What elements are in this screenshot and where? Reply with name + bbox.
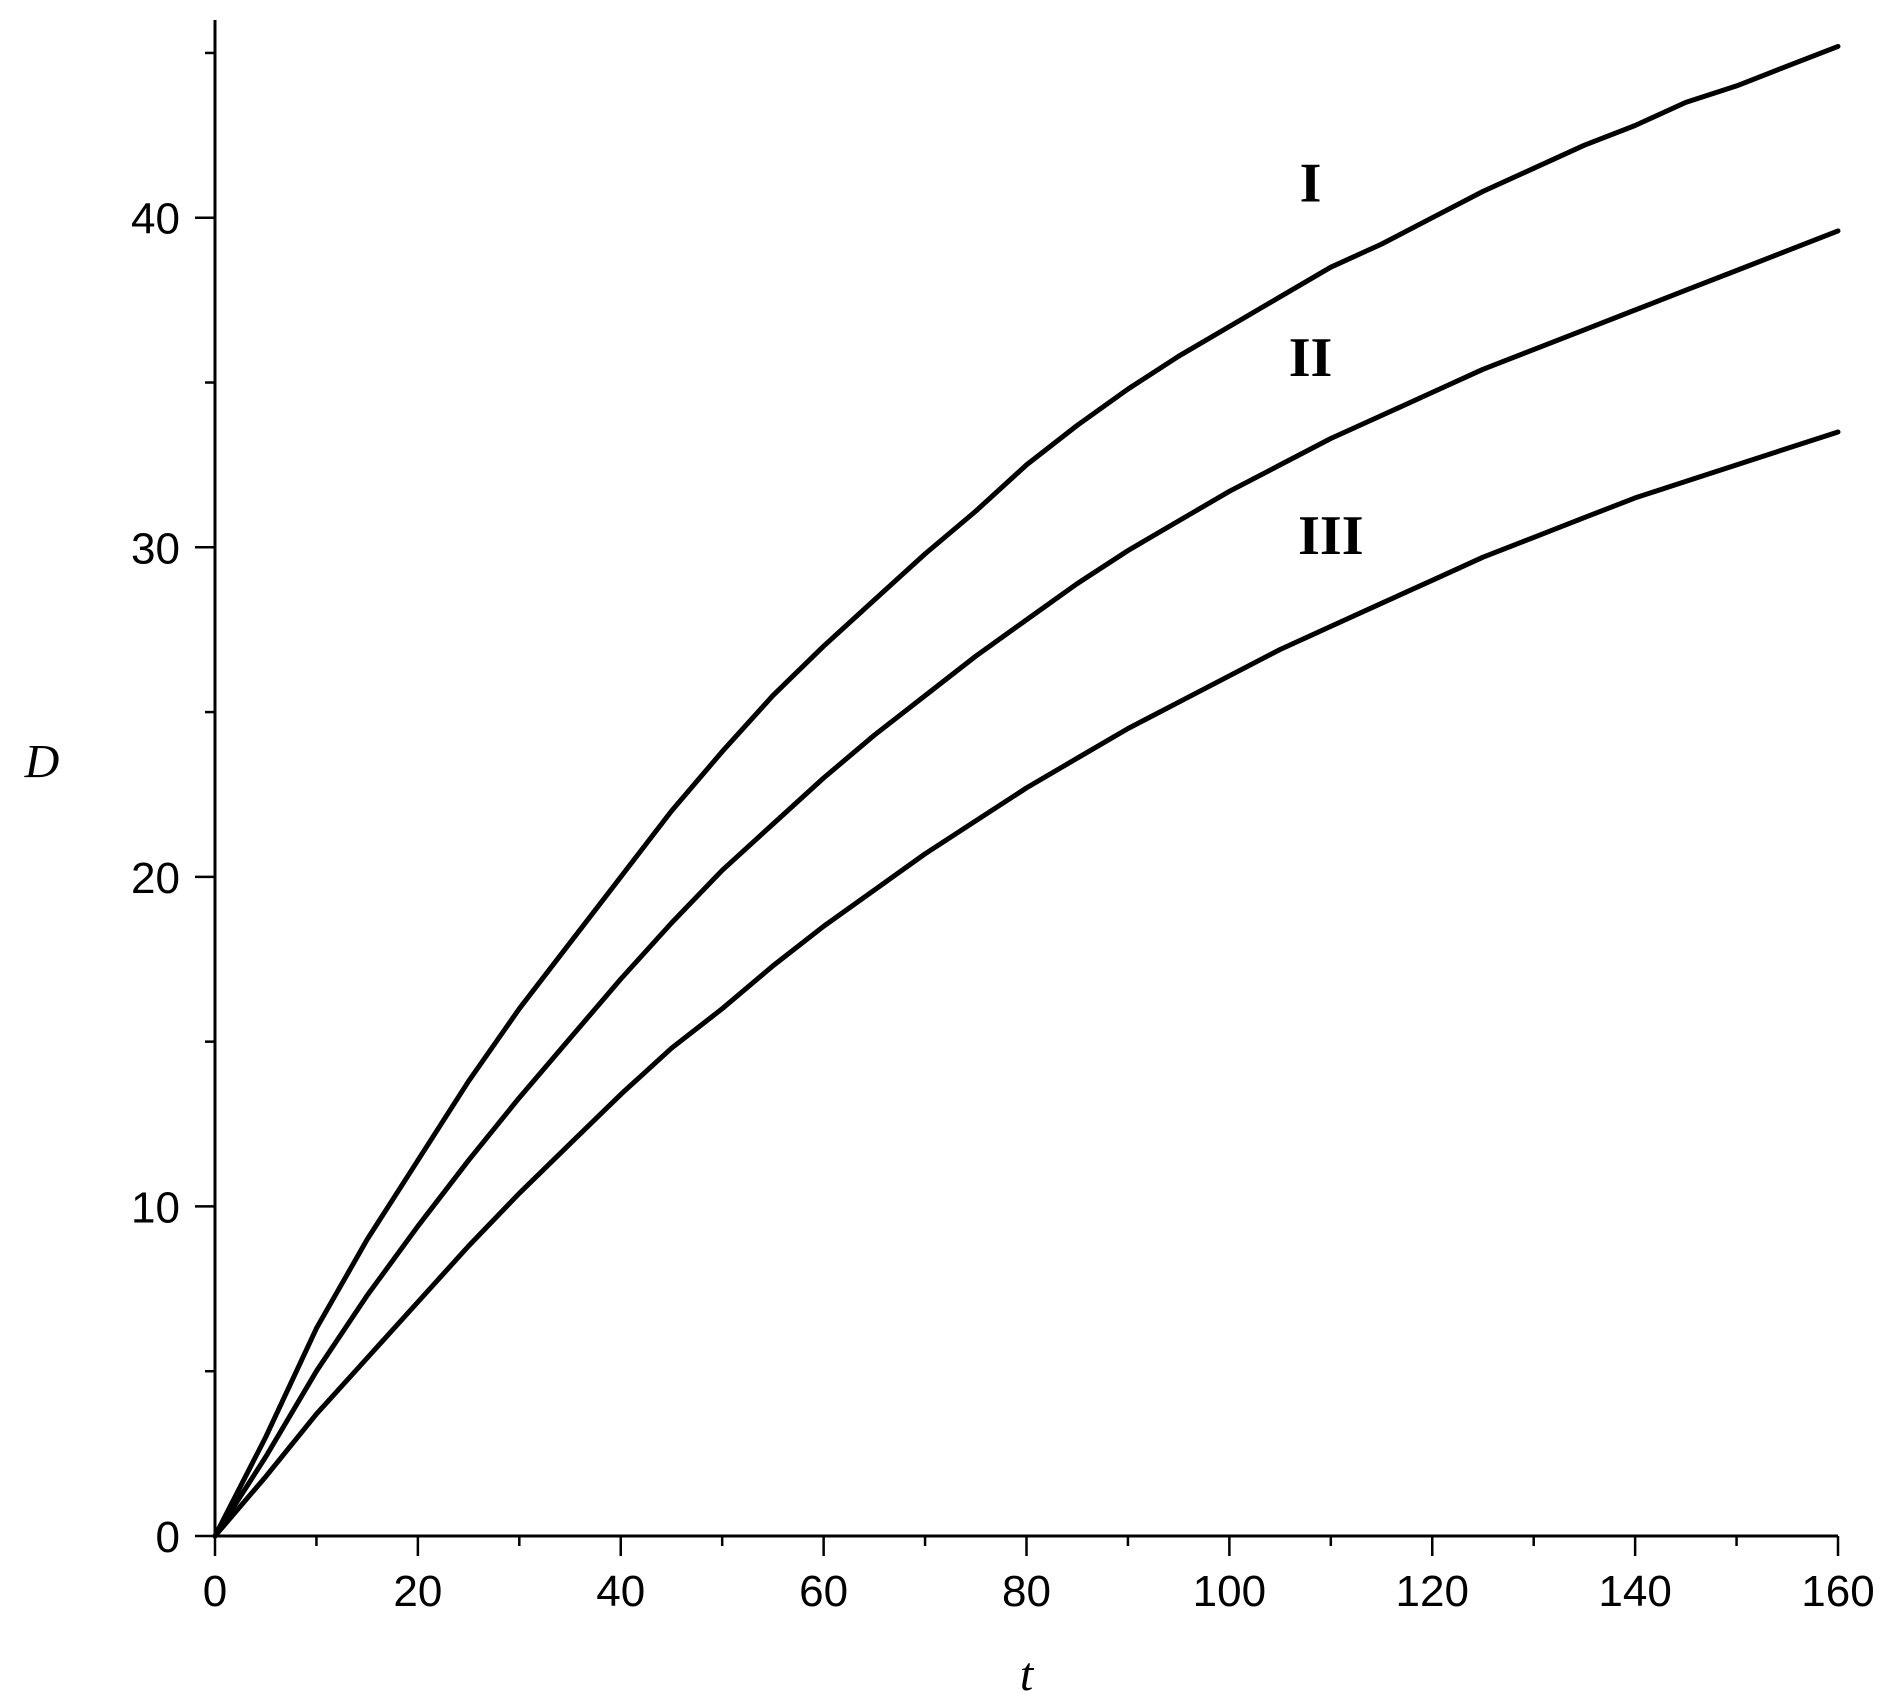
- x-tick-label: 0: [203, 1567, 227, 1616]
- x-tick-label: 160: [1801, 1567, 1874, 1616]
- y-tick-label: 30: [131, 524, 180, 573]
- tick-labels: 0 20 40 60 80 100 120 140 160 0 10 20 30 40: [131, 195, 1875, 1616]
- y-axis-title: D: [24, 736, 60, 789]
- tick-marks: [195, 51, 1840, 1556]
- y-tick-label: 40: [131, 195, 180, 244]
- x-axis-title: t: [1020, 1648, 1035, 1701]
- series-line-II: [212, 228, 1841, 1539]
- series-label-I: I: [1300, 152, 1322, 214]
- series-line-III: [212, 429, 1841, 1539]
- series-label-II: II: [1289, 327, 1333, 389]
- x-tick-label: 80: [1002, 1567, 1051, 1616]
- axes: [213, 20, 1838, 1538]
- x-tick-label: 20: [393, 1567, 442, 1616]
- y-tick-label: 20: [131, 854, 180, 903]
- series-label-III: III: [1298, 505, 1363, 567]
- series-lines: [212, 43, 1841, 1539]
- x-tick-label: 100: [1193, 1567, 1266, 1616]
- x-tick-label: 120: [1396, 1567, 1469, 1616]
- x-tick-label: 40: [596, 1567, 645, 1616]
- series-line-I: [212, 43, 1841, 1539]
- y-tick-label: 0: [156, 1513, 180, 1562]
- y-tick-label: 10: [131, 1183, 180, 1232]
- x-tick-label: 60: [799, 1567, 848, 1616]
- x-tick-label: 140: [1598, 1567, 1671, 1616]
